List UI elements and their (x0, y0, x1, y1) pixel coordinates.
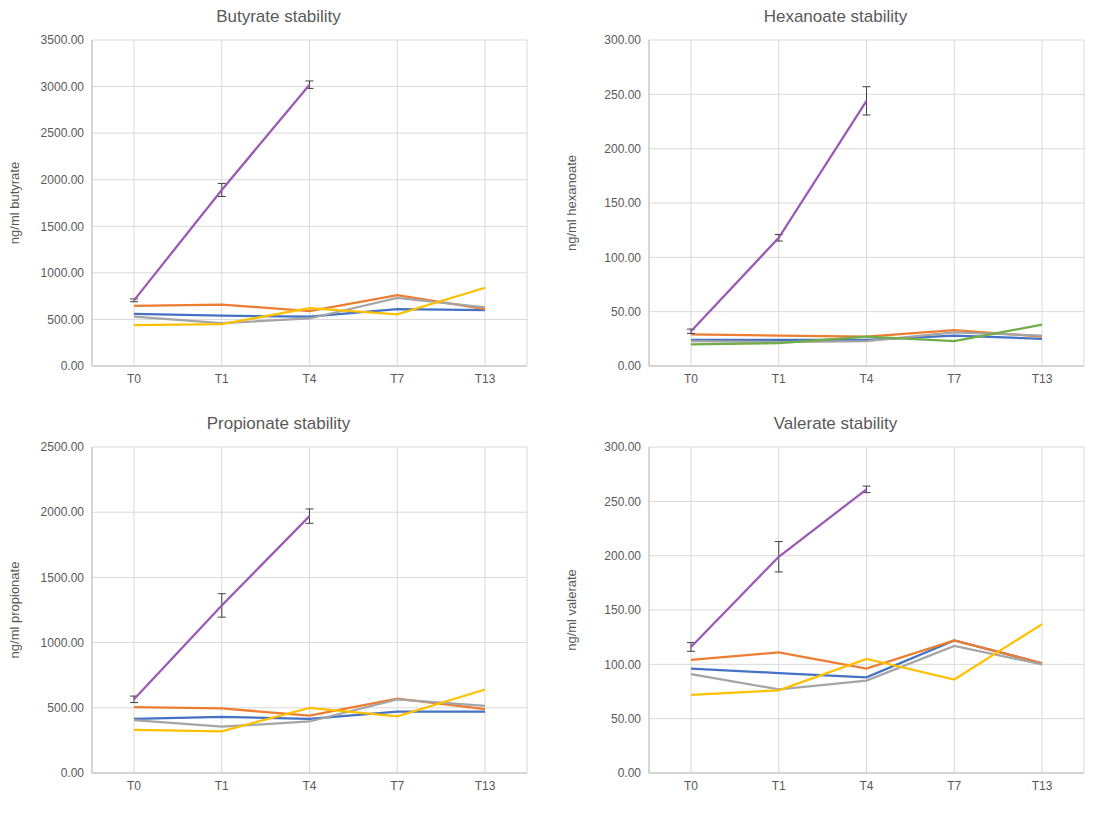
svg-text:150.00: 150.00 (604, 196, 641, 210)
svg-text:T13: T13 (1032, 372, 1053, 386)
svg-text:50.00: 50.00 (611, 711, 641, 725)
svg-text:T0: T0 (127, 778, 141, 792)
svg-text:0.00: 0.00 (61, 766, 85, 780)
svg-text:100.00: 100.00 (604, 251, 641, 265)
html-text:Valerate stability: Valerate stability (773, 413, 898, 433)
svg-text:T13: T13 (1032, 778, 1053, 792)
svg-text:T4: T4 (302, 372, 316, 386)
svg-text:200.00: 200.00 (604, 548, 641, 562)
svg-text:T0: T0 (684, 778, 698, 792)
svg-text:500.00: 500.00 (47, 313, 84, 327)
svg-text:1500.00: 1500.00 (41, 220, 85, 234)
svg-text:T4: T4 (302, 778, 316, 792)
svg-text:0.00: 0.00 (61, 359, 85, 373)
svg-text:1500.00: 1500.00 (41, 570, 85, 584)
svg-text:T4: T4 (859, 372, 873, 386)
svg-text:ng/ml propionate: ng/ml propionate (8, 561, 22, 658)
svg-text:T4: T4 (859, 778, 873, 792)
svg-text:500.00: 500.00 (47, 701, 84, 715)
html-text:Hexanoate stability: Hexanoate stability (763, 7, 908, 26)
svg-text:1000.00: 1000.00 (41, 635, 85, 649)
svg-text:2500.00: 2500.00 (41, 441, 85, 454)
svg-text:T13: T13 (475, 778, 496, 792)
svg-text:50.00: 50.00 (611, 305, 641, 319)
svg-text:300.00: 300.00 (604, 34, 641, 47)
svg-text:2500.00: 2500.00 (41, 126, 85, 140)
svg-text:T13: T13 (475, 372, 496, 386)
html-text:Butyrate stability: Butyrate stability (216, 7, 341, 26)
svg-text:200.00: 200.00 (604, 142, 641, 156)
svg-text:ng/ml hexanoate: ng/ml hexanoate (564, 155, 579, 251)
svg-text:3500.00: 3500.00 (41, 34, 85, 47)
svg-text:T1: T1 (772, 372, 786, 386)
svg-text:2000.00: 2000.00 (41, 173, 85, 187)
svg-text:1000.00: 1000.00 (41, 266, 85, 280)
svg-text:ng/ml valerate: ng/ml valerate (564, 569, 579, 651)
svg-text:250.00: 250.00 (604, 494, 641, 508)
svg-text:300.00: 300.00 (604, 441, 641, 454)
svg-text:3000.00: 3000.00 (41, 80, 85, 94)
svg-text:T1: T1 (215, 778, 229, 792)
svg-text:T7: T7 (390, 778, 404, 792)
svg-text:T0: T0 (127, 372, 141, 386)
svg-text:2000.00: 2000.00 (41, 505, 85, 519)
svg-text:T1: T1 (772, 778, 786, 792)
svg-text:T7: T7 (947, 372, 961, 386)
svg-text:150.00: 150.00 (604, 603, 641, 617)
svg-text:0.00: 0.00 (618, 766, 642, 780)
svg-text:T7: T7 (947, 778, 961, 792)
svg-text:T0: T0 (684, 372, 698, 386)
svg-text:ng/ml butyrate: ng/ml butyrate (8, 162, 22, 244)
svg-text:250.00: 250.00 (604, 88, 641, 102)
svg-text:0.00: 0.00 (618, 359, 642, 373)
svg-text:100.00: 100.00 (604, 657, 641, 671)
svg-text:T1: T1 (215, 372, 229, 386)
html-text:Propionate stability: Propionate stability (206, 413, 351, 433)
svg-text:T7: T7 (390, 372, 404, 386)
